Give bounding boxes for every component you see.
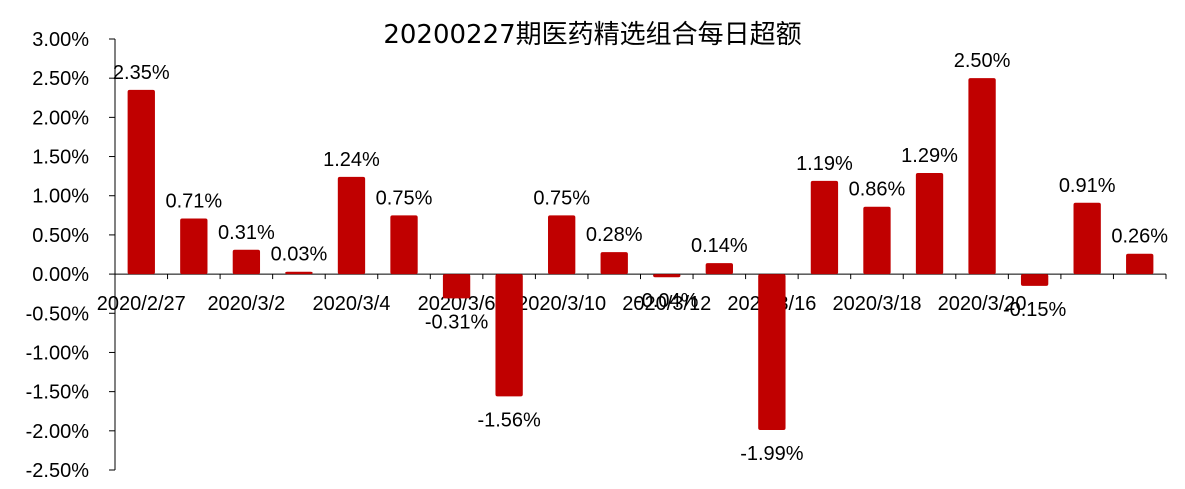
x-tick-label: 2020/2/27 (97, 293, 186, 315)
bar (1073, 202, 1101, 275)
bar (1126, 253, 1154, 275)
data-label: 1.19% (796, 153, 853, 175)
data-label: -0.04% (635, 290, 699, 312)
bar (390, 215, 418, 275)
data-label: 0.26% (1111, 226, 1168, 248)
y-tick-label: 1.50% (32, 147, 89, 169)
data-label: 2.50% (954, 50, 1011, 72)
bar (1020, 274, 1049, 286)
x-axis: 2020/2/27 2020/3/2 2020/3/4 2020/3/6 2020/3/… (97, 273, 1167, 315)
data-label: 1.29% (901, 145, 958, 167)
x-tick-label: 2020/3/4 (313, 293, 391, 315)
bar (810, 180, 839, 275)
x-tick-label: 2020/3/20 (938, 293, 1027, 315)
x-tick-label: 2020/3/18 (832, 293, 921, 315)
bar (180, 218, 208, 275)
data-label: 0.75% (533, 187, 590, 209)
bar (758, 274, 786, 431)
x-tick-label: 2020/3/10 (517, 293, 606, 315)
bar (915, 173, 944, 275)
y-tick-label: 3.00% (32, 29, 89, 51)
bar (127, 89, 155, 275)
chart-title: 20200227期医药精选组合每日超额 (383, 20, 802, 50)
data-label: 0.28% (586, 224, 643, 246)
data-label: 0.03% (271, 244, 328, 266)
bar (600, 252, 628, 275)
bar (285, 271, 313, 275)
data-label: 0.75% (376, 187, 433, 209)
data-label: 0.14% (691, 235, 748, 257)
x-tick-label: 2020/3/2 (207, 293, 285, 315)
y-tick-label: -1.00% (26, 342, 90, 364)
y-tick-label: 1.00% (32, 186, 89, 208)
x-tick-label: 2020/3/12 (622, 293, 711, 315)
bar (495, 274, 523, 397)
bar-series (127, 78, 1154, 431)
data-label: -1.99% (740, 443, 804, 465)
bar (863, 206, 891, 275)
bar (968, 78, 996, 275)
y-tick-label: 2.50% (32, 68, 89, 90)
data-label: 0.71% (165, 190, 222, 212)
y-axis: 3.00% 2.50% 2.00% 1.50% 1.00% 0.50% 0.00% -0.50… (26, 29, 116, 482)
data-labels: 2.35% 0.71% 0.31%0.03% 1.24% 0.75% -0.31% -1.5… (113, 50, 1168, 465)
y-tick-label: -1.50% (26, 382, 90, 404)
bar (232, 249, 261, 275)
y-tick-label: 0.50% (32, 225, 89, 247)
bar (442, 274, 471, 299)
data-label: -0.15% (1003, 299, 1067, 321)
y-tick-label: 2.00% (32, 107, 89, 129)
data-label: 0.91% (1059, 175, 1116, 197)
bar (548, 215, 576, 275)
bar (337, 176, 366, 275)
y-tick-label: 0.00% (32, 264, 89, 286)
bar (705, 263, 733, 275)
x-tick-label: 2020/3/6 (418, 293, 496, 315)
bar (653, 274, 681, 278)
y-tick-label: -2.50% (26, 460, 90, 482)
data-label: 1.24% (323, 149, 380, 171)
data-label: -1.56% (477, 409, 541, 431)
data-label: 0.86% (849, 179, 906, 201)
y-tick-label: -0.50% (26, 303, 90, 325)
data-label: -0.31% (425, 311, 489, 333)
data-label: 2.35% (113, 62, 170, 84)
y-tick-label: -2.00% (26, 421, 90, 443)
data-label: 0.31% (218, 222, 275, 244)
